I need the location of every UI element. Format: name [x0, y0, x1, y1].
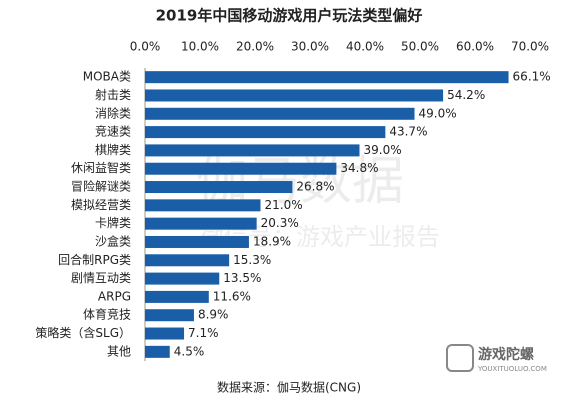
data-label: 20.3%: [261, 216, 299, 230]
y-tick-label: 竞速类: [95, 125, 131, 139]
y-tick-label: 策略类（含SLG）: [35, 325, 131, 340]
chart-title: 2019年中国移动游戏用户玩法类型偏好: [156, 7, 423, 25]
y-tick-label: ARPG: [98, 289, 131, 303]
data-label: 43.7%: [389, 125, 427, 139]
data-label: 26.8%: [296, 180, 334, 194]
data-label: 8.9%: [198, 308, 229, 322]
y-tick-label: 其他: [107, 344, 131, 358]
y-tick-label: 体育竞技: [83, 307, 131, 322]
bar: [145, 162, 337, 175]
y-tick-label: 回合制RPG类: [58, 252, 131, 267]
bar: [145, 181, 293, 194]
bar: [145, 126, 386, 139]
bar: [145, 71, 509, 84]
data-label: 7.1%: [188, 326, 219, 340]
data-label: 13.5%: [223, 271, 261, 285]
data-label: 49.0%: [419, 106, 457, 120]
data-label: 18.9%: [253, 234, 291, 248]
data-label: 15.3%: [233, 253, 271, 267]
data-label: 39.0%: [364, 143, 402, 157]
y-tick-label: 射击类: [95, 87, 131, 102]
data-label: 11.6%: [213, 289, 251, 303]
data-label: 54.2%: [447, 88, 485, 102]
y-tick-label: 棋牌类: [95, 143, 131, 157]
bar: [145, 254, 230, 267]
y-tick-label: 剧情互动类: [71, 271, 131, 285]
y-tick-label: 模拟经营类: [71, 198, 131, 212]
logo-icon: [446, 344, 474, 372]
bar: [145, 144, 360, 157]
data-label: 34.8%: [340, 161, 378, 175]
bar: [145, 290, 209, 303]
bar: [145, 345, 170, 358]
y-tick-label: 冒险解谜类: [71, 179, 131, 194]
y-tick-label: 沙盒类: [95, 233, 131, 248]
y-tick-label: 卡牌类: [95, 216, 131, 230]
bar: [145, 235, 249, 248]
y-tick-label: 休闲益智类: [71, 160, 131, 175]
bar: [145, 217, 257, 230]
x-tick-label: 30.0%: [291, 40, 329, 54]
y-tick-label: MOBA类: [83, 70, 131, 84]
bar: [145, 327, 185, 340]
bar: [145, 272, 220, 285]
data-label: 4.5%: [174, 344, 205, 358]
bar: [145, 309, 194, 322]
bar: [145, 89, 444, 102]
x-tick-label: 20.0%: [236, 40, 274, 54]
x-tick-label: 70.0%: [511, 40, 549, 54]
data-label: 66.1%: [513, 70, 551, 84]
x-tick-label: 50.0%: [401, 40, 439, 54]
x-tick-label: 60.0%: [456, 40, 494, 54]
bar: [145, 107, 415, 120]
data-label: 21.0%: [265, 198, 303, 212]
x-tick-label: 10.0%: [181, 40, 219, 54]
source-note: 数据来源：伽马数据(CNG): [217, 380, 361, 395]
x-tick-label: 40.0%: [346, 40, 384, 54]
logo-text: 游戏陀螺: [478, 346, 534, 363]
logo-url: YOUXITUOLUO.COM: [477, 365, 547, 373]
x-tick-label: 0.0%: [130, 40, 161, 54]
bar: [145, 199, 261, 212]
y-tick-label: 消除类: [95, 105, 131, 120]
